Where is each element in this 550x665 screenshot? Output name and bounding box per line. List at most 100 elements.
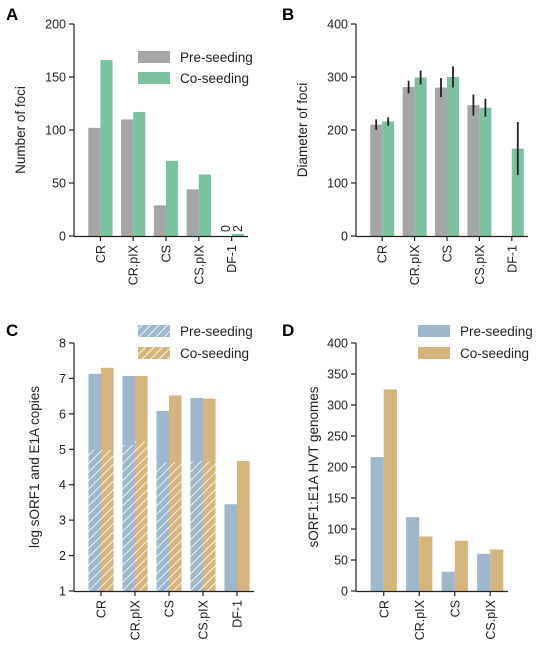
panel-a-legend-label-co: Co-seeding (180, 71, 249, 86)
panel-a-data-labels: 02 (219, 225, 245, 232)
panel-c-hatched-segment-cr-pre (88, 449, 101, 591)
panel-letter-c: C (6, 321, 18, 340)
panel-a-bar-cr-co (100, 60, 113, 236)
panel-c-legend-label-co: Co-seeding (180, 346, 249, 361)
panel-b-y-tick-label: 300 (327, 71, 348, 85)
panel-c-bar-df-1-co (237, 460, 250, 591)
panel-c-hatched-segment-cr-pix-pre (122, 445, 135, 591)
panel-b-x-tick-label: CS.pIX (473, 244, 487, 284)
panel-b-y-tick-label: 200 (327, 124, 348, 138)
panel-b-bar-cr-pre (370, 124, 383, 236)
panel-b-x-tick-label: CS (441, 245, 455, 262)
panel-a-y-tick-label: 100 (45, 124, 66, 138)
panel-b-bar-cs-pix-co (479, 107, 492, 237)
panel-c-x-tick-label: CS (163, 600, 177, 617)
panel-a-axes (69, 23, 248, 241)
panel-b-axes (351, 23, 528, 241)
panel-d-bar-cs-co (454, 540, 468, 591)
panel-c-bar-df-1-pre (224, 504, 237, 591)
panel-d-legend-swatch-pre (418, 325, 450, 337)
panel-d-legend-swatch-co (418, 347, 450, 359)
panel-d-y-tick-label: 200 (327, 461, 348, 475)
panel-a-x-tick-label: CR (94, 245, 108, 263)
panel-c-hatched-segment-cs-pix-pre (190, 460, 203, 591)
panel-a-bar-cr-pix-co (133, 111, 146, 236)
panel-a-bar-df-1-co (231, 233, 244, 236)
panel-c-y-tick-label: 5 (59, 443, 66, 457)
panel-d-ylabel: sORF1:E1A HVT genomes (306, 386, 321, 547)
panel-a-bar-cs-co (166, 160, 179, 236)
panel-c-tick-labels: 1 2 3 4 5 6 7 8 CR CR.pIX CS CS.pIX DF-1 (59, 337, 244, 641)
panel-b: B 0 100 200 300 400 CR CR.pIX CS CS.pIX DF-1 Diam… (282, 5, 528, 285)
panel-c-legend: Pre-seeding Co-seeding (138, 324, 253, 361)
panel-b-bar-cr-pix-pre (402, 87, 415, 236)
panel-c-y-tick-label: 7 (59, 372, 66, 386)
panel-c-y-tick-label: 6 (59, 407, 66, 421)
panel-a-ylabel: Number of foci (13, 86, 28, 174)
panel-c-hatched-segment-cr-pix-co (135, 441, 148, 591)
panel-a-bar-cs-pix-co (198, 174, 211, 236)
panel-b-x-tick-label: DF-1 (505, 245, 519, 273)
panel-a-bar-cr-pre (88, 127, 101, 236)
panel-a-bar-cs-pre (153, 205, 166, 236)
panel-c-x-tick-label: CR (95, 600, 109, 618)
panel-b-y-tick-label: 100 (327, 177, 348, 191)
panel-d-x-tick-label: CR (377, 600, 391, 618)
panel-c-x-tick-label: CS.pIX (197, 599, 211, 639)
panel-b-bar-cs-co (447, 77, 459, 236)
panel-b-bar-cr-pix-co (414, 77, 427, 236)
panel-d-bar-cs-pre (441, 571, 455, 591)
panel-d-tick-labels: 0 50 100 150 200 250 300 350 400 CR CR.pIX CS CS.pIX (327, 337, 498, 641)
panel-c-hatched-segment-cs-pix-co (203, 461, 216, 591)
panel-c-axes (69, 342, 254, 596)
panel-a-x-tick-label: CS (160, 245, 174, 262)
panel-a-data-label: 0 (219, 225, 233, 232)
panel-d-y-tick-label: 50 (334, 554, 348, 568)
panel-b-x-tick-label: CR (376, 245, 390, 263)
panel-a-x-tick-label: CR.pIX (127, 244, 141, 285)
panel-b-y-tick-label: 400 (327, 18, 348, 32)
panel-a-y-tick-label: 50 (52, 177, 66, 191)
panel-d-axes (351, 342, 508, 596)
panel-c: C 1 2 3 4 5 6 7 8 CR CR.pIX CS CS.pIX DF-1 log sORF1… (6, 321, 254, 640)
panel-a-bar-cr-pix-pre (121, 119, 134, 236)
panel-d-bar-cr-pre (370, 457, 384, 591)
panel-c-legend-hatch-pre (138, 325, 170, 337)
panel-c-y-tick-label: 4 (59, 478, 66, 492)
panel-c-legend-hatch-co (138, 347, 170, 359)
panel-d-y-tick-label: 0 (341, 585, 348, 599)
panel-b-error-bars (375, 66, 519, 176)
panel-d-legend-label-pre: Pre-seeding (460, 324, 533, 339)
panel-a-legend: Pre-seeding Co-seeding (138, 50, 253, 86)
panel-a-legend-label-pre: Pre-seeding (180, 50, 253, 65)
panel-b-bar-df-1-co (511, 148, 524, 236)
panel-d-bar-cs-pix-pre (477, 553, 491, 591)
panel-d-y-tick-label: 250 (327, 430, 348, 444)
panel-c-hatched-segment-cs-co (169, 462, 182, 591)
panel-b-bar-cs-pre (435, 87, 447, 236)
panel-c-hatched-segment-cr-co (101, 449, 114, 591)
panel-a-bars (88, 60, 244, 236)
panel-d-legend-label-co: Co-seeding (460, 346, 529, 361)
panel-d-bar-cr-pix-pre (406, 517, 420, 591)
panel-d: D 0 50 100 150 200 250 300 350 400 CR CR.pIX CS CS.p… (282, 321, 533, 640)
panel-d-legend: Pre-seeding Co-seeding (418, 324, 533, 361)
panel-a-y-tick-label: 200 (45, 18, 66, 32)
panel-d-bar-cr-co (383, 389, 397, 591)
panel-a-x-tick-label: CS.pIX (192, 244, 206, 284)
panel-b-bars (370, 77, 524, 237)
panel-a-tick-labels: 0 50 100 150 200 CR CR.pIX CS CS.pIX DF-1 (45, 18, 239, 286)
panel-c-bars (88, 367, 250, 591)
panel-c-y-tick-label: 8 (59, 337, 66, 351)
panel-b-y-tick-label: 0 (341, 230, 348, 244)
panel-c-y-tick-label: 2 (59, 549, 66, 563)
panel-b-ylabel: Diameter of foci (295, 83, 310, 178)
panel-a-x-tick-label: DF-1 (225, 245, 239, 273)
panel-d-y-tick-label: 300 (327, 399, 348, 413)
panel-a-legend-swatch-co (138, 72, 170, 84)
panel-letter-a: A (6, 5, 18, 24)
panel-d-x-tick-label: CR.pIX (413, 599, 427, 640)
panel-d-y-tick-label: 150 (327, 492, 348, 506)
panel-a-y-tick-label: 150 (45, 71, 66, 85)
panel-a-legend-swatch-pre (138, 51, 170, 63)
